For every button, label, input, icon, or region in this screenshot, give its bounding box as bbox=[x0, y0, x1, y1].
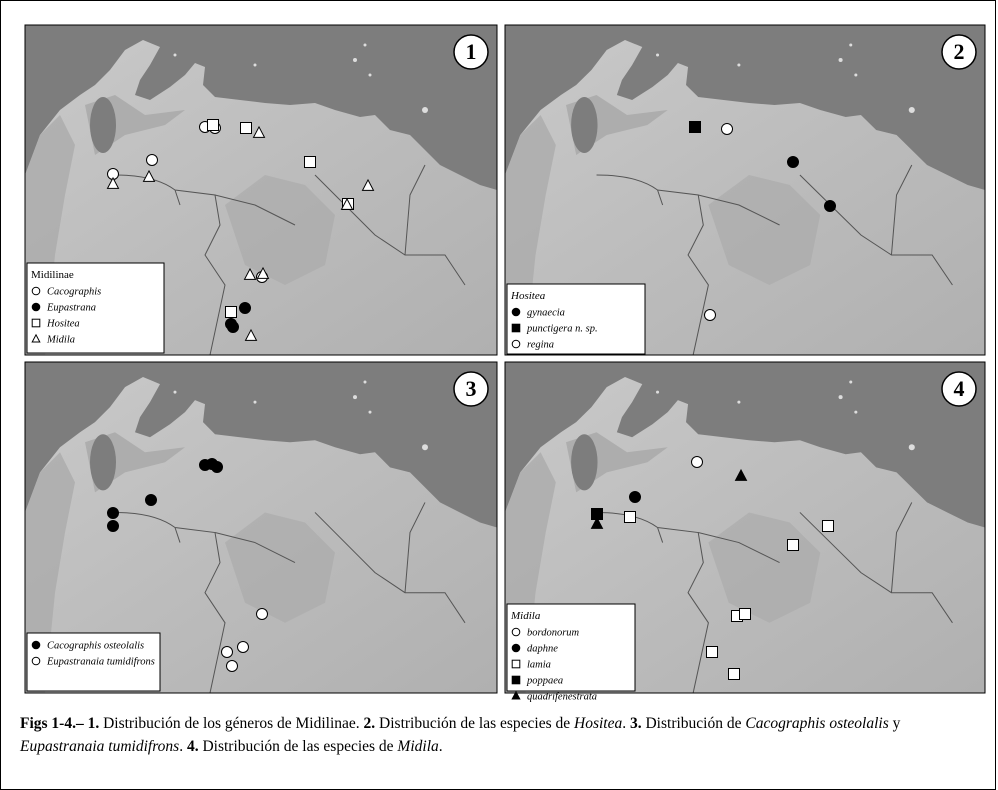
legend-label: bordonorum bbox=[527, 628, 580, 639]
legend-label: lamia bbox=[527, 660, 551, 671]
legend-label: Hositea bbox=[46, 319, 80, 330]
marker bbox=[226, 319, 237, 330]
panel-number: 1 bbox=[466, 39, 477, 64]
caption-run: . bbox=[179, 738, 187, 755]
marker bbox=[227, 661, 238, 672]
marker bbox=[147, 155, 158, 166]
marker bbox=[722, 124, 733, 135]
marker bbox=[788, 540, 799, 551]
legend-label: punctigera n. sp. bbox=[526, 324, 598, 335]
marker bbox=[108, 521, 119, 532]
caption-run: Distribución de los géneros de Midilinae… bbox=[99, 715, 363, 732]
caption-run: Figs 1-4.– 1. bbox=[20, 715, 99, 732]
marker bbox=[241, 123, 252, 134]
caption: Figs 1-4.– 1. Distribución de los género… bbox=[20, 712, 980, 758]
marker bbox=[238, 642, 249, 653]
marker bbox=[512, 676, 520, 684]
marker bbox=[226, 307, 237, 318]
marker bbox=[823, 521, 834, 532]
marker bbox=[512, 308, 520, 316]
marker bbox=[32, 657, 40, 665]
caption-run: Distribución de las especies de bbox=[375, 715, 574, 732]
marker bbox=[32, 303, 40, 311]
marker bbox=[222, 647, 233, 658]
map-panel: 3 Cacographis osteolalis Eupastranaia tumi… bbox=[25, 362, 497, 693]
legend-label: Eupastranaia tumidifrons bbox=[46, 657, 155, 668]
marker bbox=[788, 157, 799, 168]
caption-run: Eupastranaia tumidifrons bbox=[20, 738, 179, 755]
marker bbox=[512, 628, 520, 636]
marker bbox=[740, 609, 751, 620]
map-panel: 4 Midila bordonorum daphne lamia poppaea quadr… bbox=[505, 362, 985, 703]
marker bbox=[212, 462, 223, 473]
caption-run: 3. bbox=[630, 715, 642, 732]
caption-run: . bbox=[622, 715, 630, 732]
marker bbox=[707, 647, 718, 658]
marker bbox=[240, 303, 251, 314]
legend-title: Midilinae bbox=[31, 269, 74, 281]
marker bbox=[512, 324, 520, 332]
legend-label: poppaea bbox=[526, 676, 563, 687]
panel-number: 3 bbox=[466, 376, 477, 401]
legend-label: Cacographis osteolalis bbox=[47, 641, 144, 652]
legend-label: daphne bbox=[527, 644, 558, 655]
caption-run: y bbox=[889, 715, 905, 732]
marker bbox=[32, 319, 40, 327]
marker bbox=[512, 660, 520, 668]
marker bbox=[625, 512, 636, 523]
caption-run: Cacographis osteolalis bbox=[745, 715, 888, 732]
marker bbox=[692, 457, 703, 468]
marker bbox=[257, 609, 268, 620]
marker bbox=[690, 122, 701, 133]
marker bbox=[512, 340, 520, 348]
marker bbox=[705, 310, 716, 321]
marker bbox=[32, 641, 40, 649]
legend-label: quadrifenestrata bbox=[527, 692, 597, 703]
marker bbox=[825, 201, 836, 212]
caption-run: . bbox=[439, 738, 443, 755]
caption-run: Distribución de bbox=[642, 715, 746, 732]
figure: 1 Midilinae Cacographis Eupastrana Hositea Mi… bbox=[0, 0, 998, 705]
marker bbox=[729, 669, 740, 680]
legend-title: Midila bbox=[510, 610, 541, 622]
legend-label: Midila bbox=[46, 335, 75, 346]
marker bbox=[305, 157, 316, 168]
map-panel: 2 Hositea gynaecia punctigera n. sp. regina bbox=[505, 25, 985, 355]
caption-run: Hositea bbox=[574, 715, 622, 732]
legend-label: Eupastrana bbox=[46, 303, 96, 314]
marker bbox=[208, 120, 219, 131]
marker bbox=[146, 495, 157, 506]
legend-title: Hositea bbox=[510, 290, 546, 302]
map-panel: 1 Midilinae Cacographis Eupastrana Hositea Mi… bbox=[25, 25, 497, 355]
caption-run: Distribución de las especies de bbox=[199, 738, 398, 755]
marker bbox=[108, 508, 119, 519]
marker bbox=[512, 644, 520, 652]
marker bbox=[630, 492, 641, 503]
legend-label: regina bbox=[527, 340, 554, 351]
legend-label: Cacographis bbox=[47, 287, 101, 298]
panel-number: 4 bbox=[954, 376, 965, 401]
caption-run: 4. bbox=[187, 738, 199, 755]
marker bbox=[32, 287, 40, 295]
panel-number: 2 bbox=[954, 39, 965, 64]
caption-run: 2. bbox=[364, 715, 376, 732]
caption-run: Midila bbox=[397, 738, 438, 755]
legend-label: gynaecia bbox=[527, 308, 565, 319]
